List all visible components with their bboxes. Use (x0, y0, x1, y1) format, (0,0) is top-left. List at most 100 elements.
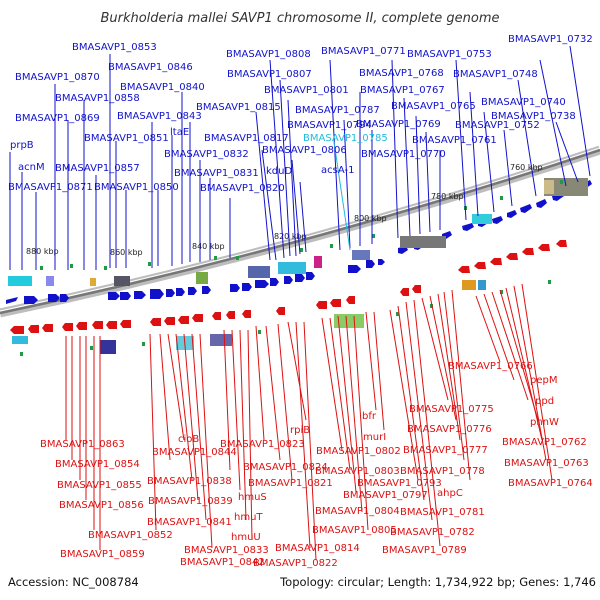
gene-label: BMASAVP1_0823 (220, 439, 305, 450)
leader-line (231, 329, 241, 491)
gene-arrow (474, 262, 486, 269)
gene-arrow (108, 292, 120, 300)
feature-block (12, 336, 28, 344)
gene-label: BMASAVP1_0843 (117, 111, 202, 122)
leader-line (287, 321, 307, 421)
gene-label: BMASAVP1_0770 (361, 149, 446, 160)
gene-label: acsA-1 (321, 165, 354, 176)
gene-label: BMASAVP1_0766 (448, 361, 533, 372)
gene-arrow (284, 276, 293, 284)
leader-line (287, 99, 297, 257)
gene-label: BMASAVP1_0777 (403, 445, 488, 456)
gene-label: BMASAVP1_0817 (204, 133, 289, 144)
gene-label: cioB (178, 434, 199, 445)
mark (372, 234, 375, 238)
gene-label: BMASAVP1_0853 (72, 42, 157, 53)
gene-label: BMASAVP1_0738 (491, 111, 576, 122)
gene-label: hmuS (238, 492, 267, 503)
leader-line (329, 317, 351, 471)
feature-block (8, 276, 32, 286)
gene-label: BMASAVP1_0870 (15, 72, 100, 83)
gene-label: BMASAVP1_0794 (287, 120, 372, 131)
leader-line (425, 131, 431, 233)
leader-line (455, 59, 467, 221)
gene-label: BMASAVP1_0805 (312, 525, 397, 536)
mark (104, 266, 107, 270)
gene-arrow (366, 260, 375, 268)
gene-label: BMASAVP1_0801 (264, 85, 349, 96)
mark (214, 256, 217, 260)
gene-label: BMASAVP1_0824 (243, 462, 328, 473)
tick-label: 880 kbp (26, 247, 59, 256)
mark (142, 342, 145, 346)
mark (90, 346, 93, 350)
leader-line (255, 325, 265, 441)
leader-line (303, 321, 317, 561)
tick-label: 800 kbp (354, 214, 387, 223)
gene-label: BMASAVP1_0859 (60, 549, 145, 560)
gene-arrow (60, 294, 69, 302)
backbone-highlight (0, 147, 600, 312)
gene-label: BMASAVP1_0776 (407, 424, 492, 435)
gene-label: BMASAVP1_0856 (59, 500, 144, 511)
gene-arrow (134, 291, 146, 299)
leader-line (345, 315, 363, 513)
gene-label: BMASAVP1_0850 (94, 182, 179, 193)
gene-label: BMASAVP1_0858 (55, 93, 140, 104)
feature-block (400, 236, 446, 248)
feature-block (90, 278, 96, 286)
gene-label-highlight: BMASAVP1_0785 (303, 133, 388, 144)
leader-line (183, 333, 199, 501)
leader-line (291, 159, 301, 255)
gene-label: BMASAVP1_0762 (502, 437, 587, 448)
gene-label: pepM (530, 375, 557, 386)
gene-label: BMASAVP1_0804 (315, 506, 400, 517)
gene-label: kduD (266, 166, 292, 177)
gene-label: BMASAVP1_0869 (15, 113, 100, 124)
gene-label: BMASAVP1_0782 (390, 527, 475, 538)
gene-arrow (150, 289, 164, 299)
gene-label: BMASAVP1_0806 (262, 145, 347, 156)
gene-label: BMASAVP1_0769 (356, 119, 441, 130)
gene-label: ppd (535, 396, 554, 407)
gene-arrow (28, 325, 39, 333)
gene-label: BMASAVP1_0855 (57, 480, 142, 491)
leader-line (321, 317, 343, 451)
gene-label: BMASAVP1_0789 (382, 545, 467, 556)
tick-label: 840 kbp (192, 242, 225, 251)
gene-arrow (492, 216, 503, 224)
gene-arrow (242, 310, 251, 318)
leader-line (159, 333, 171, 461)
gene-arrow (176, 288, 185, 296)
gene-label: BMASAVP1_0765 (391, 101, 476, 112)
map-title: Burkholderia mallei SAVP1 chromosome II,… (100, 11, 499, 26)
leader-line (513, 285, 547, 461)
gene-label: BMASAVP1_0820 (200, 183, 285, 194)
gene-arrow (255, 280, 269, 288)
feature-block (544, 180, 554, 194)
leader-line (443, 291, 465, 461)
forward-gene-labels: BMASAVP1_0853 BMASAVP1_0870 BMASAVP1_085… (8, 34, 593, 194)
gene-label: BMASAVP1_0793 (357, 478, 442, 489)
gene-label: hmuT (234, 512, 263, 523)
gene-arrow (166, 289, 175, 297)
feature-block (478, 280, 486, 290)
mark (430, 304, 433, 308)
leader-line (451, 289, 471, 481)
leader-line (295, 321, 311, 549)
gene-label: BMASAVP1_0852 (88, 530, 173, 541)
gene-label: BMASAVP1_0815 (196, 102, 281, 113)
gene-arrow (507, 210, 517, 218)
gene-arrow (306, 272, 315, 280)
gene-arrow (538, 244, 550, 251)
gene-arrow (178, 316, 189, 324)
leader-line (505, 287, 543, 441)
leader-line (265, 325, 281, 461)
leader-line (175, 333, 193, 481)
gene-arrow (62, 323, 73, 331)
gene-arrow (506, 253, 518, 260)
leader-line (405, 301, 433, 521)
gene-label: rpiB (290, 425, 310, 436)
